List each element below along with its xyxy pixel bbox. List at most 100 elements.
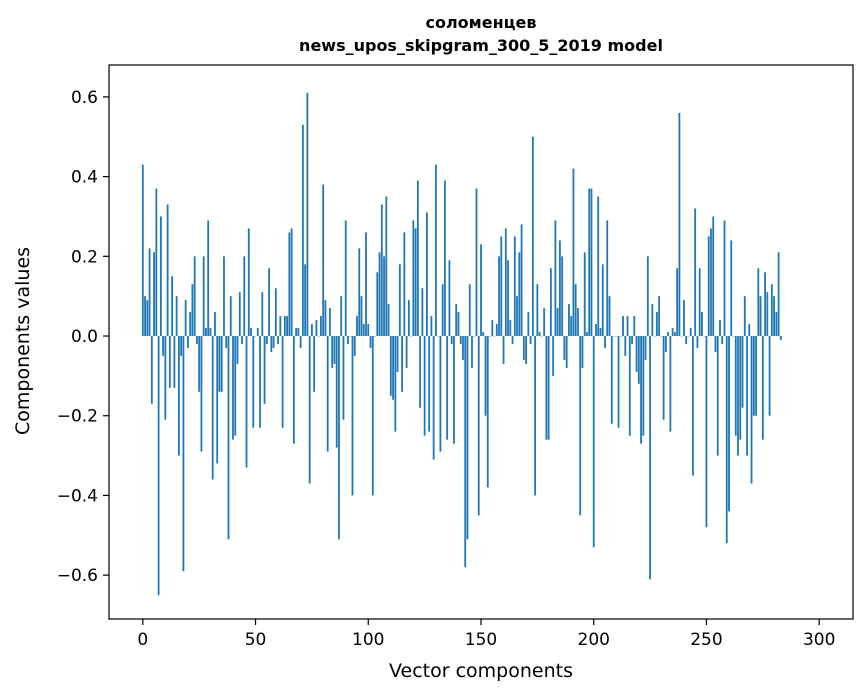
bar xyxy=(491,320,494,337)
bar xyxy=(710,228,712,337)
bar xyxy=(171,276,174,337)
bar xyxy=(412,220,415,337)
bar xyxy=(259,336,261,428)
bar xyxy=(561,256,564,337)
bar xyxy=(196,336,198,344)
x-tick-label: 100 xyxy=(352,630,384,650)
bar xyxy=(773,296,775,337)
bar xyxy=(617,336,620,428)
bar xyxy=(331,336,334,368)
bar xyxy=(308,336,311,484)
bar xyxy=(694,208,697,337)
bar xyxy=(159,216,162,337)
y-tick-label: −0.6 xyxy=(57,566,98,586)
bar xyxy=(218,336,221,392)
bar xyxy=(673,332,676,337)
bar xyxy=(502,336,505,364)
bar xyxy=(595,324,597,337)
bar xyxy=(750,336,753,484)
bar xyxy=(572,168,575,337)
bar xyxy=(209,328,212,337)
bar xyxy=(511,336,514,344)
bar xyxy=(658,296,661,337)
bar xyxy=(360,296,363,337)
bar xyxy=(604,336,606,348)
bar xyxy=(730,240,733,337)
bar xyxy=(225,336,228,348)
bar xyxy=(455,304,458,337)
bar xyxy=(529,336,532,344)
bar xyxy=(486,336,489,488)
bar xyxy=(592,336,595,548)
bar xyxy=(304,264,307,337)
bar xyxy=(288,232,291,337)
bar xyxy=(701,312,703,337)
bar xyxy=(664,336,667,352)
bar xyxy=(581,336,584,368)
bar xyxy=(313,336,316,392)
bar xyxy=(439,336,442,452)
bar xyxy=(182,336,185,572)
x-tick-label: 150 xyxy=(465,630,497,650)
bar xyxy=(450,336,453,344)
y-tick-label: −0.4 xyxy=(57,486,98,506)
bar xyxy=(777,252,780,337)
bar xyxy=(610,336,613,424)
bar xyxy=(504,228,507,337)
bar xyxy=(353,336,356,356)
bar xyxy=(468,284,471,337)
bar xyxy=(646,256,649,337)
bar xyxy=(628,336,631,436)
bar xyxy=(297,328,300,337)
bar xyxy=(175,296,178,337)
bar xyxy=(191,284,194,337)
bar xyxy=(387,304,390,337)
bar xyxy=(340,296,343,337)
bar xyxy=(752,336,755,416)
bar xyxy=(383,256,385,337)
bar xyxy=(362,324,365,337)
bar xyxy=(421,288,424,337)
bar xyxy=(389,336,392,396)
bar xyxy=(358,248,361,337)
x-axis: 0 50 100 150 200 250 300 xyxy=(137,619,835,650)
bar xyxy=(509,320,512,337)
bar xyxy=(241,336,243,344)
bar xyxy=(200,336,203,452)
bar xyxy=(583,252,586,337)
bar xyxy=(482,332,485,337)
bar xyxy=(644,336,647,360)
bar xyxy=(631,336,633,344)
bar xyxy=(365,232,367,337)
bar xyxy=(416,180,419,337)
bar xyxy=(707,236,710,337)
bar xyxy=(498,256,500,337)
bar xyxy=(252,336,255,428)
bar xyxy=(635,336,638,372)
bar xyxy=(193,256,196,337)
bar xyxy=(683,300,685,337)
bar xyxy=(232,336,234,440)
bar xyxy=(527,312,530,337)
bar xyxy=(721,336,724,344)
y-axis-label: Components values xyxy=(12,247,34,435)
bar xyxy=(779,336,782,341)
bar xyxy=(335,336,338,448)
bar xyxy=(770,284,773,337)
bar xyxy=(554,220,557,337)
bar xyxy=(256,328,259,337)
chart-subtitle: news_upos_skipgram_300_5_2019 model xyxy=(299,36,663,55)
bar xyxy=(394,336,397,432)
bar xyxy=(419,336,422,408)
y-tick-label: −0.2 xyxy=(57,407,98,427)
bar xyxy=(227,336,230,540)
bar xyxy=(516,296,518,337)
bar xyxy=(565,336,568,368)
bar xyxy=(173,336,176,388)
bar xyxy=(281,336,284,428)
x-tick-label: 200 xyxy=(578,630,610,650)
bar xyxy=(223,256,225,337)
bar xyxy=(624,336,627,356)
plot-frame xyxy=(108,64,854,620)
y-tick-label: 0.6 xyxy=(71,88,98,108)
